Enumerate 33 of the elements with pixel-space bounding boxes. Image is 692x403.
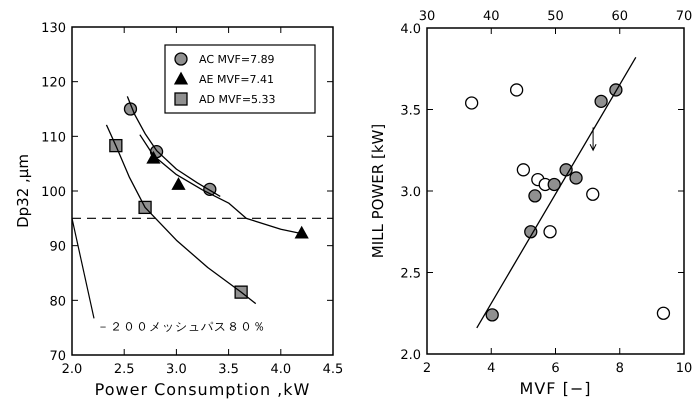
xtick: 2.0 [62,362,82,377]
ytick: 70 [49,349,66,364]
x2tick: 50 [547,9,564,24]
x2tick: 40 [482,9,500,24]
ylabel: MILL POWER [kW] [369,124,387,258]
xtick: 3.5 [218,362,239,377]
xtick: 4.0 [270,362,292,377]
ytick: 120 [41,76,66,91]
ytick: 3.5 [400,104,421,118]
xtick: 10 [676,361,692,376]
ytick: 2.0 [400,348,421,363]
xtick: 2 [422,361,432,376]
xlabel: Power Consumption ,kW [94,380,310,399]
ytick: 110 [41,130,66,146]
xlabel: MVF [−] [520,379,592,398]
xtick: 4.5 [322,362,344,377]
x2tick: 70 [676,9,692,24]
ytick: 130 [41,21,66,36]
x2tick: 30 [418,9,436,24]
ytick: 90 [49,240,66,255]
ytick: 100 [41,185,66,200]
annotation: －２００メッシュパス８０％ [97,319,266,334]
ytick: 2.5 [400,266,421,282]
ytick: 4.0 [400,22,421,37]
x2tick: 60 [611,9,628,24]
ytick: 3.0 [400,185,421,200]
xtick: 6 [551,361,560,376]
ytick: 80 [49,294,66,310]
xtick: 8 [616,361,624,376]
xtick: 2.5 [114,362,135,377]
xtick: 4 [487,361,496,376]
xtick: 3.0 [166,362,187,377]
ylabel: Dp32 ,μm [14,154,32,228]
